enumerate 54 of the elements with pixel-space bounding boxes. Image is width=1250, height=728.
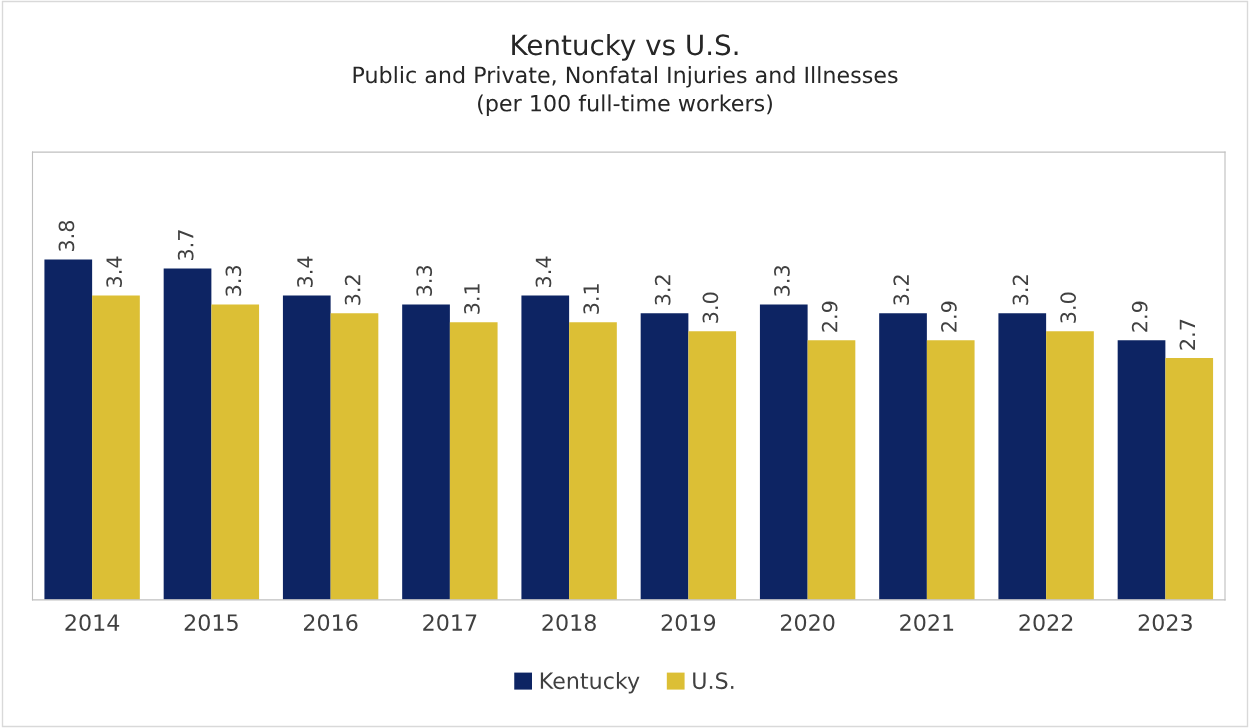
data-label: 3.3	[416, 265, 433, 296]
bar	[1046, 331, 1094, 600]
data-label: 3.1	[583, 284, 600, 314]
data-label: 2.7	[1179, 319, 1195, 350]
x-tick-label: 2016	[303, 614, 358, 631]
data-label: 2.9	[941, 301, 957, 332]
bar	[330, 313, 379, 600]
bar	[402, 304, 450, 600]
data-label: 3.7	[177, 230, 194, 261]
x-tick-label: 2021	[900, 614, 954, 631]
data-label: 3.2	[344, 275, 361, 305]
x-tick-label: 2019	[661, 614, 716, 631]
data-label: 3.1	[464, 284, 480, 314]
data-label: 3.3	[225, 265, 242, 296]
bar	[759, 304, 808, 600]
bar	[926, 340, 975, 600]
bar	[92, 295, 140, 600]
x-tick-label: 2017	[423, 614, 477, 631]
data-label: 2.9	[821, 301, 838, 332]
bar	[44, 259, 93, 600]
bar	[879, 313, 927, 600]
data-label: 3.0	[1060, 292, 1077, 323]
bar	[211, 304, 260, 600]
x-tick-label: 2018	[542, 614, 596, 631]
x-tick-label: 2020	[780, 614, 835, 631]
x-tick-label: 2015	[184, 614, 238, 631]
legend-label: Kentucky	[540, 671, 640, 694]
x-tick-label: 2014	[65, 614, 120, 631]
data-label: 3.4	[535, 256, 552, 287]
bar	[998, 313, 1047, 600]
chart-subtitle: Public and Private, Nonfatal Injuries and Illnesses (per 100 full-time workers)	[353, 66, 898, 116]
data-label: 3.2	[1012, 275, 1029, 305]
data-label: 3.2	[654, 275, 671, 305]
bar	[521, 295, 570, 600]
bar	[807, 340, 856, 600]
bar	[688, 331, 737, 600]
bar	[163, 268, 212, 600]
legend-label: U.S.	[693, 672, 734, 690]
chart-title: Kentucky vs U.S.	[512, 33, 738, 61]
data-label: 3.4	[297, 256, 313, 287]
bar	[1165, 358, 1214, 600]
data-label: 3.8	[58, 220, 75, 252]
data-label: 3.4	[106, 256, 123, 287]
data-label: 2.9	[1131, 301, 1148, 332]
bar	[569, 322, 617, 600]
bar	[282, 295, 331, 600]
data-label: 3.0	[702, 292, 719, 323]
data-label: 3.2	[893, 275, 910, 305]
x-tick-label: 2022	[1019, 614, 1073, 631]
x-tick-label: 2023	[1138, 614, 1192, 631]
bar	[1117, 340, 1166, 600]
bar	[449, 322, 498, 600]
bar	[640, 313, 689, 600]
data-label: 3.3	[774, 265, 790, 296]
